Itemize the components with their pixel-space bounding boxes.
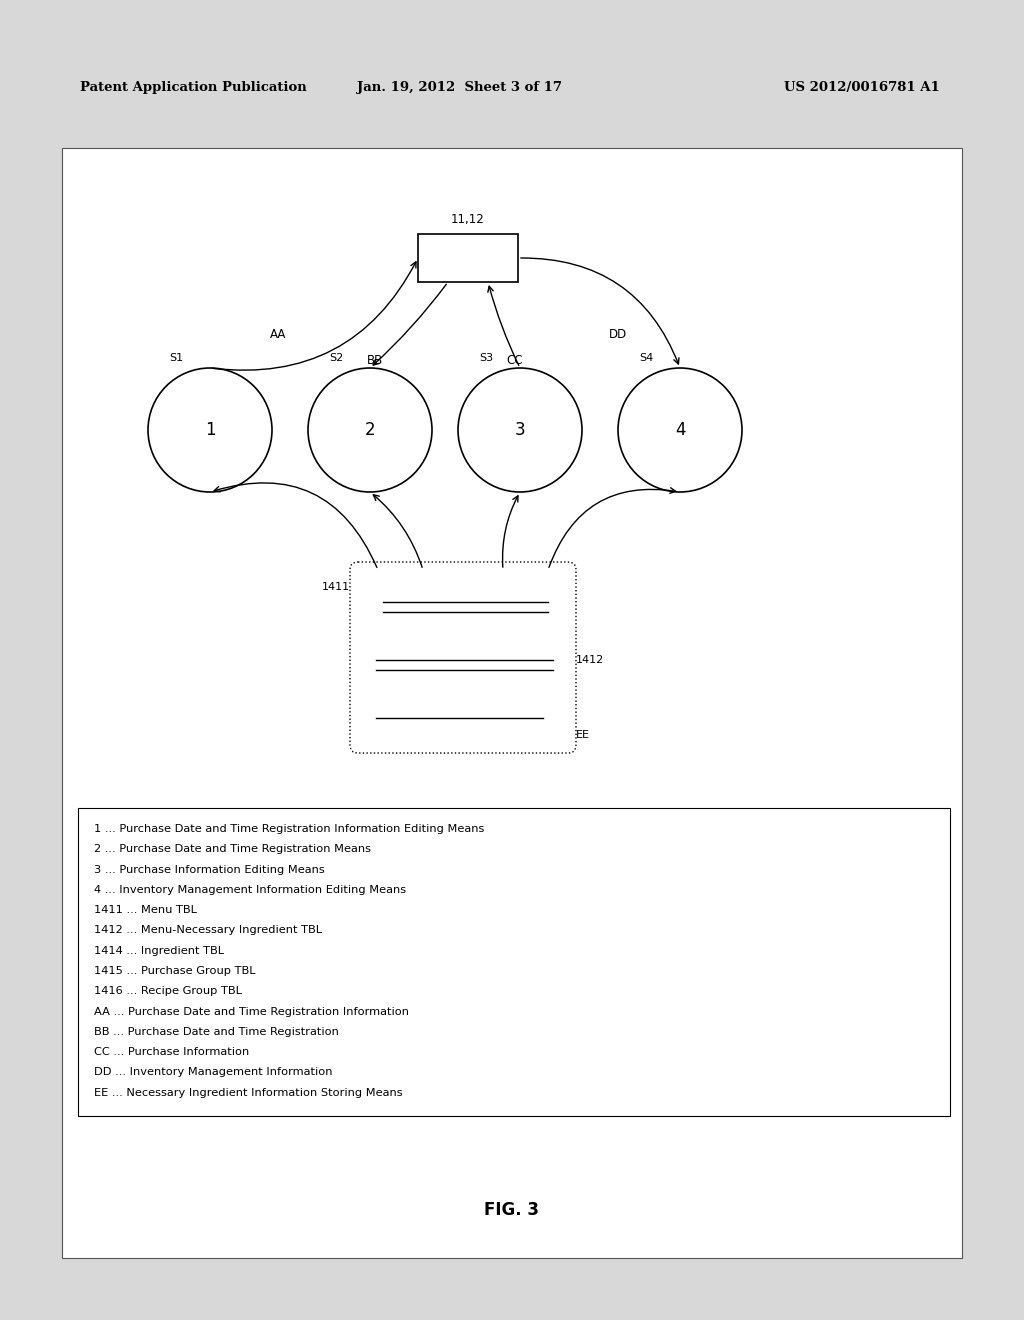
- Text: 1 ... Purchase Date and Time Registration Information Editing Means: 1 ... Purchase Date and Time Registratio…: [94, 824, 484, 834]
- Text: AA ... Purchase Date and Time Registration Information: AA ... Purchase Date and Time Registrati…: [94, 1007, 409, 1016]
- Text: EE: EE: [575, 730, 590, 741]
- Text: 3 ... Purchase Information Editing Means: 3 ... Purchase Information Editing Means: [94, 865, 325, 875]
- Text: 1411 ... Menu TBL: 1411 ... Menu TBL: [94, 906, 197, 915]
- Text: Patent Application Publication: Patent Application Publication: [80, 82, 307, 95]
- Text: DD: DD: [609, 329, 627, 342]
- Text: BB ... Purchase Date and Time Registration: BB ... Purchase Date and Time Registrati…: [94, 1027, 339, 1036]
- Text: S4: S4: [639, 352, 653, 363]
- Text: S2: S2: [329, 352, 343, 363]
- Text: 1415 ... Purchase Group TBL: 1415 ... Purchase Group TBL: [94, 966, 256, 975]
- Text: FIG. 3: FIG. 3: [484, 1201, 540, 1218]
- Text: 1: 1: [205, 421, 215, 440]
- Text: US 2012/0016781 A1: US 2012/0016781 A1: [784, 82, 940, 95]
- Text: 4: 4: [675, 421, 685, 440]
- Text: EE ... Necessary Ingredient Information Storing Means: EE ... Necessary Ingredient Information …: [94, 1088, 402, 1098]
- Text: 1411: 1411: [322, 582, 350, 591]
- Text: 1412 ... Menu-Necessary Ingredient TBL: 1412 ... Menu-Necessary Ingredient TBL: [94, 925, 322, 936]
- Bar: [418, 234, 518, 282]
- Text: 1414 ... Ingredient TBL: 1414 ... Ingredient TBL: [94, 945, 224, 956]
- Text: AA: AA: [269, 329, 286, 342]
- Text: Jan. 19, 2012  Sheet 3 of 17: Jan. 19, 2012 Sheet 3 of 17: [357, 82, 562, 95]
- Bar: [78, 808, 950, 1115]
- Text: 4 ... Inventory Management Information Editing Means: 4 ... Inventory Management Information E…: [94, 884, 407, 895]
- Bar: [62, 148, 962, 1258]
- Text: S3: S3: [479, 352, 493, 363]
- Text: DD ... Inventory Management Information: DD ... Inventory Management Information: [94, 1068, 333, 1077]
- Text: 1412: 1412: [575, 655, 604, 665]
- Text: BB: BB: [367, 354, 383, 367]
- FancyBboxPatch shape: [350, 562, 575, 752]
- Text: 2 ... Purchase Date and Time Registration Means: 2 ... Purchase Date and Time Registratio…: [94, 845, 371, 854]
- Text: CC ... Purchase Information: CC ... Purchase Information: [94, 1047, 249, 1057]
- Text: 3: 3: [515, 421, 525, 440]
- Text: S1: S1: [169, 352, 183, 363]
- Text: 2: 2: [365, 421, 376, 440]
- Text: 1416 ... Recipe Group TBL: 1416 ... Recipe Group TBL: [94, 986, 242, 997]
- Text: CC: CC: [507, 354, 523, 367]
- Text: 11,12: 11,12: [452, 213, 485, 226]
